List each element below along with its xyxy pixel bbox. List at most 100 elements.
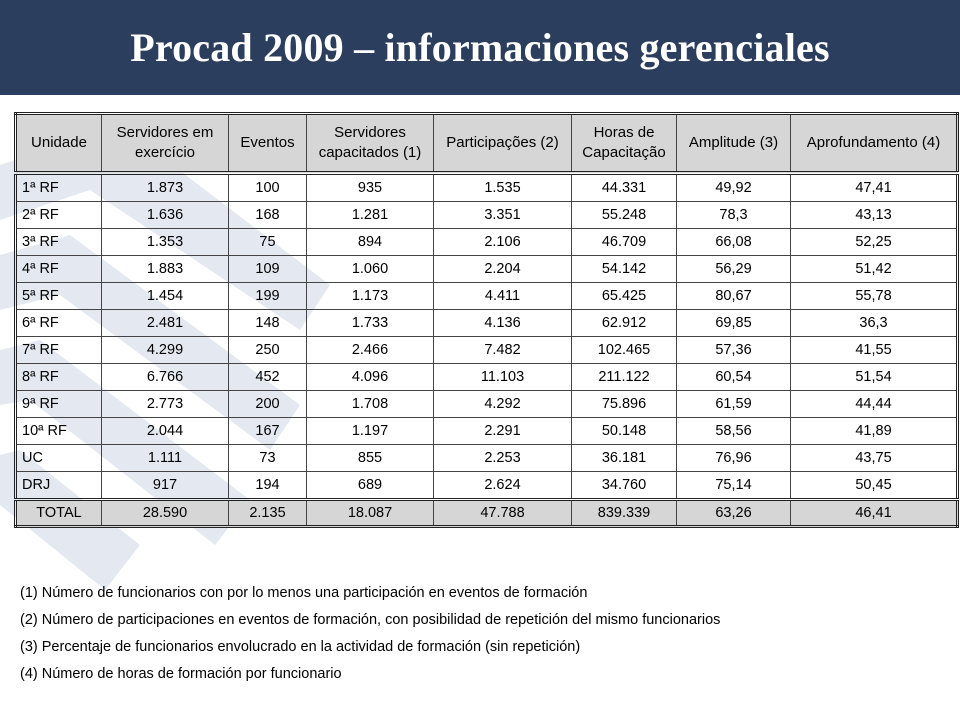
table-cell: 44.331 (571, 173, 677, 202)
data-table: Unidade Servidores em exercício Eventos Ser… (14, 112, 959, 528)
table-cell: 36,3 (790, 309, 958, 337)
header-row: Unidade Servidores em exercício Eventos Ser… (15, 113, 958, 174)
table-cell: 80,67 (676, 282, 791, 310)
table-cell: 1.173 (306, 282, 434, 310)
table-cell: 60,54 (676, 363, 791, 391)
total-cell: 63,26 (676, 499, 791, 527)
table-cell: 1.636 (101, 201, 229, 229)
column-header: Unidade (15, 113, 102, 174)
unit-cell: 5ª RF (15, 282, 102, 310)
table-row: 1ª RF 1.873 100 935 1.535 44.331 49,92 47,41 (15, 173, 958, 202)
table-cell: 75 (228, 228, 307, 256)
table-cell: 55,78 (790, 282, 958, 310)
footnote: (3) Percentaje de funcionarios envolucra… (20, 639, 581, 655)
total-row: TOTAL 28.590 2.135 18.087 47.788 839.339 63,26… (15, 499, 958, 527)
table-cell: 167 (228, 417, 307, 445)
table-row: 6ª RF 2.481 148 1.733 4.136 62.912 69,85 36,3 (15, 309, 958, 337)
table-row: UC 1.111 73 855 2.253 36.181 76,96 43,75 (15, 444, 958, 472)
table-row: 9ª RF 2.773 200 1.708 4.292 75.896 61,59 44,44 (15, 390, 958, 418)
table-cell: 1.281 (306, 201, 434, 229)
table-cell: 78,3 (676, 201, 791, 229)
table-cell: 50.148 (571, 417, 677, 445)
table-cell: 1.873 (101, 173, 229, 202)
table-cell: 76,96 (676, 444, 791, 472)
table-cell: 2.253 (433, 444, 572, 472)
table-cell: 34.760 (571, 471, 677, 500)
column-header: Eventos (228, 113, 307, 174)
table-cell: 61,59 (676, 390, 791, 418)
table-cell: 4.411 (433, 282, 572, 310)
table-cell: 4.299 (101, 336, 229, 364)
total-cell: 2.135 (228, 499, 307, 527)
table-cell: 855 (306, 444, 434, 472)
total-cell: 839.339 (571, 499, 677, 527)
table-cell: 41,89 (790, 417, 958, 445)
table-cell: 1.111 (101, 444, 229, 472)
table-cell: 2.291 (433, 417, 572, 445)
footnote: (4) Número de horas de formación por fun… (20, 666, 342, 682)
table-cell: 50,45 (790, 471, 958, 500)
table-cell: 36.181 (571, 444, 677, 472)
column-header: Servidores em exercício (101, 113, 229, 174)
total-cell: 46,41 (790, 499, 958, 527)
table-cell: 1.454 (101, 282, 229, 310)
table-cell: 3.351 (433, 201, 572, 229)
slide-title: Procad 2009 – informaciones gerenciales (130, 25, 830, 70)
table-row: 2ª RF 1.636 168 1.281 3.351 55.248 78,3 43,13 (15, 201, 958, 229)
table-cell: 168 (228, 201, 307, 229)
table-cell: 54.142 (571, 255, 677, 283)
table-cell: 1.708 (306, 390, 434, 418)
table-cell: 4.136 (433, 309, 572, 337)
table-cell: 46.709 (571, 228, 677, 256)
table-cell: 62.912 (571, 309, 677, 337)
table-cell: 200 (228, 390, 307, 418)
table-cell: 2.773 (101, 390, 229, 418)
table-body: 1ª RF 1.873 100 935 1.535 44.331 49,92 47,41 2ª … (15, 173, 958, 500)
table-cell: 1.535 (433, 173, 572, 202)
title-band: Procad 2009 – informaciones gerenciales (0, 0, 960, 95)
table-cell: 73 (228, 444, 307, 472)
table-cell: 1.197 (306, 417, 434, 445)
table-cell: 51,54 (790, 363, 958, 391)
table-cell: 2.044 (101, 417, 229, 445)
footnotes: (1) Número de funcionarios con por lo me… (20, 580, 720, 688)
table-cell: 57,36 (676, 336, 791, 364)
table-cell: 2.466 (306, 336, 434, 364)
table-row: 8ª RF 6.766 452 4.096 11.103 211.122 60,54 51,5… (15, 363, 958, 391)
table-row: 5ª RF 1.454 199 1.173 4.411 65.425 80,67 55,78 (15, 282, 958, 310)
table-cell: 2.204 (433, 255, 572, 283)
table-cell: 75,14 (676, 471, 791, 500)
table-cell: 2.624 (433, 471, 572, 500)
table-row: DRJ 917 194 689 2.624 34.760 75,14 50,45 (15, 471, 958, 500)
table-cell: 2.106 (433, 228, 572, 256)
table-cell: 56,29 (676, 255, 791, 283)
table-cell: 41,55 (790, 336, 958, 364)
table-cell: 6.766 (101, 363, 229, 391)
table-cell: 1.733 (306, 309, 434, 337)
table-cell: 58,56 (676, 417, 791, 445)
table-cell: 55.248 (571, 201, 677, 229)
column-header: Aprofundamento (4) (790, 113, 958, 174)
table-cell: 452 (228, 363, 307, 391)
unit-cell: 10ª RF (15, 417, 102, 445)
table-cell: 11.103 (433, 363, 572, 391)
total-cell: 28.590 (101, 499, 229, 527)
total-label: TOTAL (15, 499, 102, 527)
footnote: (2) Número de participaciones en eventos… (20, 612, 721, 628)
footnote: (1) Número de funcionarios con por lo me… (20, 585, 588, 601)
table-cell: 44,44 (790, 390, 958, 418)
table-cell: 935 (306, 173, 434, 202)
column-header: Amplitude (3) (676, 113, 791, 174)
table-cell: 100 (228, 173, 307, 202)
table-cell: 43,75 (790, 444, 958, 472)
table-row: 4ª RF 1.883 109 1.060 2.204 54.142 56,29 51,42 (15, 255, 958, 283)
table-cell: 199 (228, 282, 307, 310)
unit-cell: DRJ (15, 471, 102, 500)
table-cell: 194 (228, 471, 307, 500)
table-row: 10ª RF 2.044 167 1.197 2.291 50.148 58,56 41,89 (15, 417, 958, 445)
table-cell: 51,42 (790, 255, 958, 283)
column-header: Servidores capacitados (1) (306, 113, 434, 174)
table-cell: 47,41 (790, 173, 958, 202)
table-cell: 102.465 (571, 336, 677, 364)
table-cell: 211.122 (571, 363, 677, 391)
